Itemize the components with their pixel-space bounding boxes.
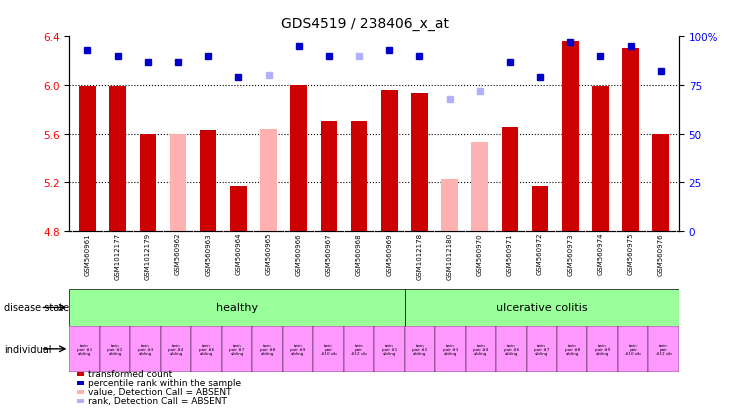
Text: GSM1012180: GSM1012180 xyxy=(447,233,453,280)
Text: twin
pair #3
sibling: twin pair #3 sibling xyxy=(442,343,458,355)
Bar xyxy=(350,122,367,231)
Bar xyxy=(131,326,161,372)
Bar xyxy=(69,289,404,326)
Bar xyxy=(653,134,669,231)
Text: GSM560961: GSM560961 xyxy=(85,233,91,275)
Text: twin
pair
#10 sib: twin pair #10 sib xyxy=(626,343,641,355)
Text: twin
pair #9
sibling: twin pair #9 sibling xyxy=(291,343,306,355)
Bar xyxy=(191,326,222,372)
Text: twin
pair #8
sibling: twin pair #8 sibling xyxy=(260,343,275,355)
Text: twin
pair
#10 sib: twin pair #10 sib xyxy=(320,343,337,355)
Bar xyxy=(441,179,458,231)
Bar xyxy=(200,131,217,231)
Text: GSM560973: GSM560973 xyxy=(567,233,573,275)
Text: twin
pair #4
sibling: twin pair #4 sibling xyxy=(169,343,184,355)
Bar xyxy=(472,143,488,231)
Text: transformed count: transformed count xyxy=(88,369,172,378)
Text: twin
pair #9
sibling: twin pair #9 sibling xyxy=(595,343,610,355)
Bar xyxy=(291,86,307,231)
Text: GSM1012179: GSM1012179 xyxy=(145,233,151,280)
Text: twin
pair
#12 sib: twin pair #12 sib xyxy=(656,343,672,355)
Text: GSM560971: GSM560971 xyxy=(507,233,513,275)
Bar xyxy=(618,326,648,372)
Bar xyxy=(79,87,96,231)
Bar xyxy=(161,326,191,372)
Text: GSM560969: GSM560969 xyxy=(386,233,392,275)
Text: healthy: healthy xyxy=(216,303,258,313)
Bar xyxy=(139,134,156,231)
Text: twin
pair #6
sibling: twin pair #6 sibling xyxy=(199,343,214,355)
Text: GSM560968: GSM560968 xyxy=(356,233,362,275)
Bar xyxy=(588,326,618,372)
Bar xyxy=(320,122,337,231)
Bar xyxy=(230,186,247,231)
Text: twin
pair #7
sibling: twin pair #7 sibling xyxy=(534,343,550,355)
Text: twin
pair #4
sibling: twin pair #4 sibling xyxy=(473,343,488,355)
Bar xyxy=(404,326,435,372)
Text: GSM560965: GSM560965 xyxy=(266,233,272,275)
Text: twin
pair #8
sibling: twin pair #8 sibling xyxy=(564,343,580,355)
Bar xyxy=(169,134,186,231)
Bar xyxy=(313,326,344,372)
Text: GSM560963: GSM560963 xyxy=(205,233,211,275)
Text: disease state: disease state xyxy=(4,303,69,313)
Text: percentile rank within the sample: percentile rank within the sample xyxy=(88,378,241,387)
Text: GDS4519 / 238406_x_at: GDS4519 / 238406_x_at xyxy=(281,17,449,31)
Bar xyxy=(404,289,679,326)
Bar xyxy=(344,326,374,372)
Text: twin
pair #2
sibling: twin pair #2 sibling xyxy=(412,343,428,355)
Bar xyxy=(374,326,404,372)
Bar xyxy=(502,128,518,231)
Bar xyxy=(69,326,100,372)
Bar xyxy=(622,49,639,231)
Bar xyxy=(260,129,277,231)
Text: GSM560964: GSM560964 xyxy=(235,233,242,275)
Text: GSM560972: GSM560972 xyxy=(537,233,543,275)
Text: twin
pair #3
sibling: twin pair #3 sibling xyxy=(138,343,153,355)
Bar xyxy=(526,326,557,372)
Text: twin
pair #1
sibling: twin pair #1 sibling xyxy=(77,343,92,355)
Bar xyxy=(648,326,679,372)
Bar xyxy=(283,326,313,372)
Bar xyxy=(222,326,253,372)
Text: twin
pair #7
sibling: twin pair #7 sibling xyxy=(229,343,245,355)
Bar xyxy=(557,326,588,372)
Text: twin
pair #6
sibling: twin pair #6 sibling xyxy=(504,343,519,355)
Text: GSM1012177: GSM1012177 xyxy=(115,233,120,280)
Bar xyxy=(562,42,579,231)
Text: GSM560962: GSM560962 xyxy=(175,233,181,275)
Text: GSM560975: GSM560975 xyxy=(628,233,634,275)
Text: value, Detection Call = ABSENT: value, Detection Call = ABSENT xyxy=(88,387,231,396)
Bar xyxy=(110,87,126,231)
Bar xyxy=(100,326,131,372)
Text: GSM560966: GSM560966 xyxy=(296,233,301,275)
Bar xyxy=(411,94,428,231)
Bar xyxy=(435,326,466,372)
Text: twin
pair #2
sibling: twin pair #2 sibling xyxy=(107,343,123,355)
Text: individual: individual xyxy=(4,344,51,354)
Text: twin
pair
#12 sib: twin pair #12 sib xyxy=(351,343,366,355)
Text: GSM560974: GSM560974 xyxy=(597,233,604,275)
Text: twin
pair #1
sibling: twin pair #1 sibling xyxy=(382,343,397,355)
Bar xyxy=(381,90,398,231)
Bar xyxy=(592,87,609,231)
Text: GSM1012178: GSM1012178 xyxy=(416,233,423,280)
Bar xyxy=(466,326,496,372)
Text: rank, Detection Call = ABSENT: rank, Detection Call = ABSENT xyxy=(88,396,226,406)
Text: GSM560967: GSM560967 xyxy=(326,233,332,275)
Bar xyxy=(531,186,548,231)
Text: GSM560970: GSM560970 xyxy=(477,233,483,275)
Text: GSM560976: GSM560976 xyxy=(658,233,664,275)
Bar xyxy=(496,326,526,372)
Text: ulcerative colitis: ulcerative colitis xyxy=(496,303,588,313)
Bar xyxy=(253,326,283,372)
